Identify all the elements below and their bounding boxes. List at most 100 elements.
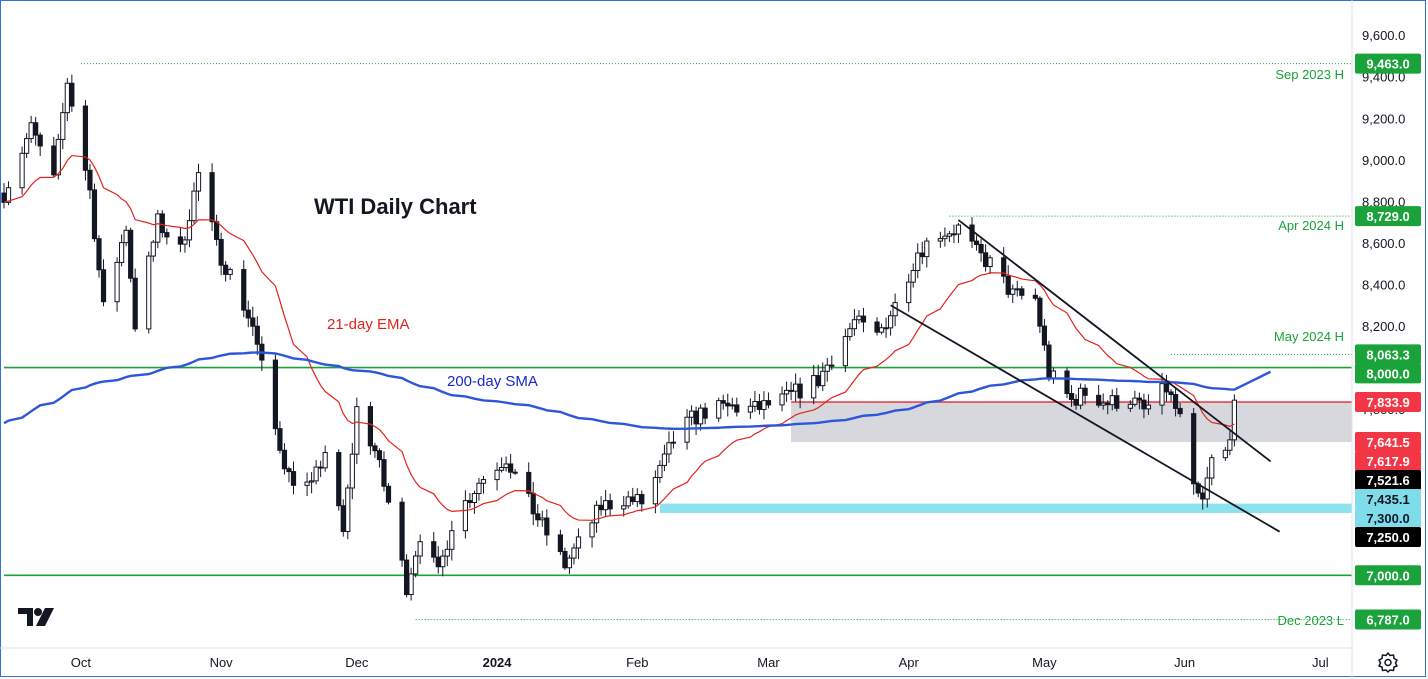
candle-body	[69, 82, 75, 107]
candle-body	[1177, 407, 1183, 415]
candle-body	[797, 383, 803, 399]
price-tag-label: 7,521.6	[1366, 473, 1409, 488]
candle-body	[783, 389, 790, 395]
candle-body	[734, 404, 740, 413]
candle-body	[245, 309, 251, 319]
candle-body	[155, 213, 161, 243]
candle-body	[159, 213, 165, 234]
candle-body	[652, 477, 658, 505]
candle-body	[1163, 383, 1170, 393]
candle-body	[408, 573, 414, 596]
candle-body	[345, 487, 351, 532]
x-tick-label: May	[1032, 655, 1057, 670]
candle-body	[1064, 370, 1070, 395]
candle-body	[281, 449, 288, 470]
candle-body	[1005, 275, 1011, 295]
candle-body	[82, 105, 89, 171]
x-tick-label: 2024	[483, 655, 513, 670]
candle-body	[1068, 393, 1075, 400]
candle-body	[761, 400, 767, 410]
candle-body	[811, 375, 817, 399]
sma-label: 200-day SMA	[447, 373, 538, 390]
candle-body	[480, 479, 487, 484]
candle-body	[223, 264, 229, 275]
candle-body	[399, 501, 405, 561]
candle-body	[28, 122, 34, 140]
x-tick-label: Jun	[1174, 655, 1195, 670]
chart-title: WTI Daily Chart	[314, 194, 477, 219]
candle-body	[1073, 398, 1079, 406]
candle-body	[942, 235, 948, 240]
candle-body	[625, 496, 631, 507]
candle-body	[530, 492, 536, 515]
candle-body	[322, 452, 328, 469]
candle-body	[924, 240, 930, 258]
candle-body	[1010, 288, 1016, 295]
candle-body	[508, 463, 514, 473]
candle-body	[33, 122, 39, 136]
candle-body	[603, 500, 609, 511]
candle-body	[589, 522, 595, 538]
candle-body	[562, 550, 568, 569]
candle-body	[526, 471, 532, 494]
price-tag	[1355, 527, 1421, 548]
candle-body	[915, 252, 921, 272]
candle-body	[119, 242, 125, 263]
candle-body	[1037, 297, 1043, 327]
candle-body	[503, 463, 509, 469]
x-tick-label: Oct	[71, 655, 92, 670]
candle-body	[55, 138, 61, 176]
price-tag	[1355, 470, 1421, 491]
price-tag-label: 9,463.0	[1366, 57, 1409, 72]
candle-body	[566, 557, 573, 569]
candle-body	[304, 481, 310, 486]
gear-icon[interactable]	[1376, 650, 1400, 674]
candle-body	[1209, 457, 1215, 479]
candle-body	[1014, 288, 1020, 291]
candle-body	[37, 134, 43, 147]
candle-body	[883, 327, 889, 330]
candle-body	[747, 405, 753, 413]
candle-body	[403, 559, 410, 596]
ema-21-line	[3, 154, 1235, 521]
candle-body	[1168, 391, 1174, 396]
candle-body	[698, 407, 704, 425]
price-tag-label: 8,063.3	[1366, 347, 1409, 362]
candle-body	[1227, 439, 1233, 451]
support-zone	[659, 503, 1352, 513]
candle-body	[435, 556, 441, 568]
candle-body	[277, 428, 283, 451]
candle-body	[64, 82, 70, 114]
candle-body	[693, 410, 699, 425]
candle-body	[535, 513, 541, 521]
candle-body	[951, 233, 957, 236]
candle-body	[756, 401, 763, 410]
tradingview-logo	[18, 608, 54, 626]
candle-body	[186, 220, 193, 241]
candle-body	[1172, 394, 1179, 409]
x-tick-label: Dec	[345, 655, 369, 670]
candle-body	[308, 480, 315, 483]
candle-body	[793, 383, 799, 392]
candle-body	[955, 224, 962, 235]
price-tag-label: 7,000.0	[1366, 568, 1409, 583]
candle-body	[182, 239, 188, 245]
candle-body	[413, 555, 419, 575]
candle-body	[815, 375, 821, 387]
candle-body	[969, 224, 975, 242]
candle-body	[476, 482, 482, 495]
candle-body	[214, 221, 220, 240]
candle-body	[1100, 402, 1106, 406]
candle-body	[829, 364, 835, 367]
candle-body	[87, 169, 93, 191]
candle-body	[494, 469, 500, 481]
ema-label: 21-day EMA	[327, 316, 410, 333]
candle-body	[449, 530, 455, 550]
candle-body	[100, 269, 107, 303]
resistance-zone	[791, 402, 1352, 443]
price-tag	[1355, 344, 1421, 365]
candle-body	[123, 229, 129, 244]
candle-body	[227, 269, 233, 275]
